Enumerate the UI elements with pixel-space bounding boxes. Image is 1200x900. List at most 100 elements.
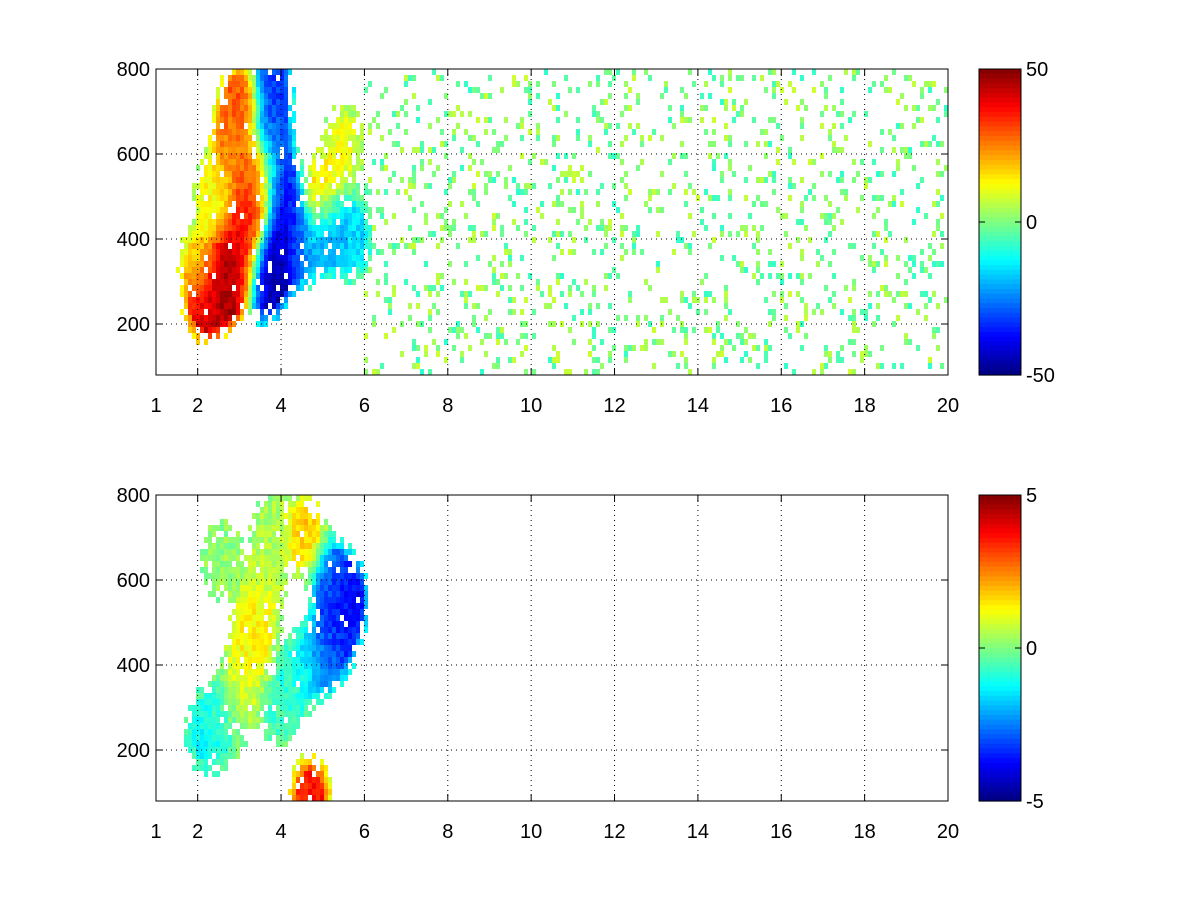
- heatmap-cell: [236, 267, 240, 273]
- heatmap-cell: [216, 573, 220, 579]
- heatmap-cell: [236, 681, 240, 687]
- heatmap-cell: [468, 165, 472, 171]
- heatmap-cell: [332, 141, 336, 147]
- heatmap-cell: [260, 639, 264, 645]
- heatmap-cell: [632, 237, 636, 243]
- heatmap-cell: [272, 231, 276, 237]
- heatmap-cell: [308, 657, 312, 663]
- heatmap-cell: [232, 645, 236, 651]
- heatmap-cell: [788, 81, 792, 87]
- heatmap-cell: [924, 291, 928, 297]
- colorbar-segment: [979, 69, 1021, 75]
- heatmap-cell: [272, 561, 276, 567]
- heatmap-cell: [208, 177, 212, 183]
- heatmap-cell: [644, 279, 648, 285]
- heatmap-cell: [664, 87, 668, 93]
- heatmap-cell: [924, 141, 928, 147]
- heatmap-cell: [224, 207, 228, 213]
- heatmap-cell: [660, 339, 664, 345]
- heatmap-cell: [328, 657, 332, 663]
- heatmap-cell: [244, 741, 248, 747]
- heatmap-cell: [720, 99, 724, 105]
- heatmap-cell: [228, 579, 232, 585]
- heatmap-cell: [256, 153, 260, 159]
- heatmap-cell: [352, 255, 356, 261]
- heatmap-cell: [280, 117, 284, 123]
- heatmap-cell: [216, 669, 220, 675]
- heatmap-cell: [264, 717, 268, 723]
- colorbar-segment: [979, 308, 1021, 314]
- heatmap-cell: [228, 261, 232, 267]
- heatmap-cell: [476, 201, 480, 207]
- heatmap-cell: [432, 339, 436, 345]
- colorbar-segment: [979, 757, 1021, 764]
- heatmap-cell: [224, 285, 228, 291]
- heatmap-cell: [296, 759, 300, 765]
- heatmap-cell: [388, 303, 392, 309]
- heatmap-cell: [456, 123, 460, 129]
- x-tick-label: 18: [854, 821, 876, 843]
- heatmap-cell: [272, 507, 276, 513]
- heatmap-cell: [264, 297, 268, 303]
- heatmap-cell: [292, 537, 296, 543]
- heatmap-cell: [280, 687, 284, 693]
- heatmap-cell: [568, 87, 572, 93]
- heatmap-cell: [384, 333, 388, 339]
- heatmap-cell: [320, 249, 324, 255]
- heatmap-cell: [304, 579, 308, 585]
- heatmap-cell: [416, 321, 420, 327]
- heatmap-cell: [196, 315, 200, 321]
- heatmap-cell: [572, 207, 576, 213]
- heatmap-cell: [404, 189, 408, 195]
- heatmap-cell: [252, 255, 256, 261]
- heatmap-cell: [204, 771, 208, 777]
- heatmap-cell: [220, 663, 224, 669]
- heatmap-cell: [724, 105, 728, 111]
- heatmap-cell: [208, 291, 212, 297]
- heatmap-cell: [236, 303, 240, 309]
- heatmap-cell: [280, 537, 284, 543]
- heatmap-cell: [392, 141, 396, 147]
- heatmap-cell: [288, 69, 292, 75]
- heatmap-cell: [304, 255, 308, 261]
- heatmap-cell: [352, 177, 356, 183]
- heatmap-cell: [224, 231, 228, 237]
- heatmap-cell: [236, 237, 240, 243]
- heatmap-cell: [248, 657, 252, 663]
- heatmap-cell: [228, 159, 232, 165]
- heatmap-cell: [204, 201, 208, 207]
- heatmap-cell: [372, 243, 376, 249]
- heatmap-cell: [920, 291, 924, 297]
- heatmap-cell: [872, 159, 876, 165]
- heatmap-cell: [324, 777, 328, 783]
- heatmap-cell: [284, 183, 288, 189]
- heatmap-cell: [428, 183, 432, 189]
- heatmap-cell: [232, 303, 236, 309]
- y-tick-label: 400: [117, 229, 150, 251]
- heatmap-cell: [304, 585, 308, 591]
- heatmap-cell: [216, 585, 220, 591]
- heatmap-cell: [844, 189, 848, 195]
- heatmap-cell: [292, 135, 296, 141]
- heatmap-cell: [220, 213, 224, 219]
- heatmap-cell: [520, 135, 524, 141]
- heatmap-cell: [292, 681, 296, 687]
- heatmap-cell: [300, 561, 304, 567]
- heatmap-cell: [320, 759, 324, 765]
- heatmap-cell: [232, 717, 236, 723]
- heatmap-cell: [268, 297, 272, 303]
- heatmap-cell: [256, 693, 260, 699]
- heatmap-cell: [324, 543, 328, 549]
- heatmap-cell: [260, 261, 264, 267]
- heatmap-cell: [232, 99, 236, 105]
- heatmap-cell: [820, 123, 824, 129]
- heatmap-cell: [352, 243, 356, 249]
- heatmap-cell: [656, 339, 660, 345]
- heatmap-cell: [848, 243, 852, 249]
- heatmap-cell: [280, 177, 284, 183]
- heatmap-cell: [228, 225, 232, 231]
- heatmap-cell: [308, 567, 312, 573]
- heatmap-cell: [220, 255, 224, 261]
- heatmap-cell: [204, 285, 208, 291]
- heatmap-cell: [680, 111, 684, 117]
